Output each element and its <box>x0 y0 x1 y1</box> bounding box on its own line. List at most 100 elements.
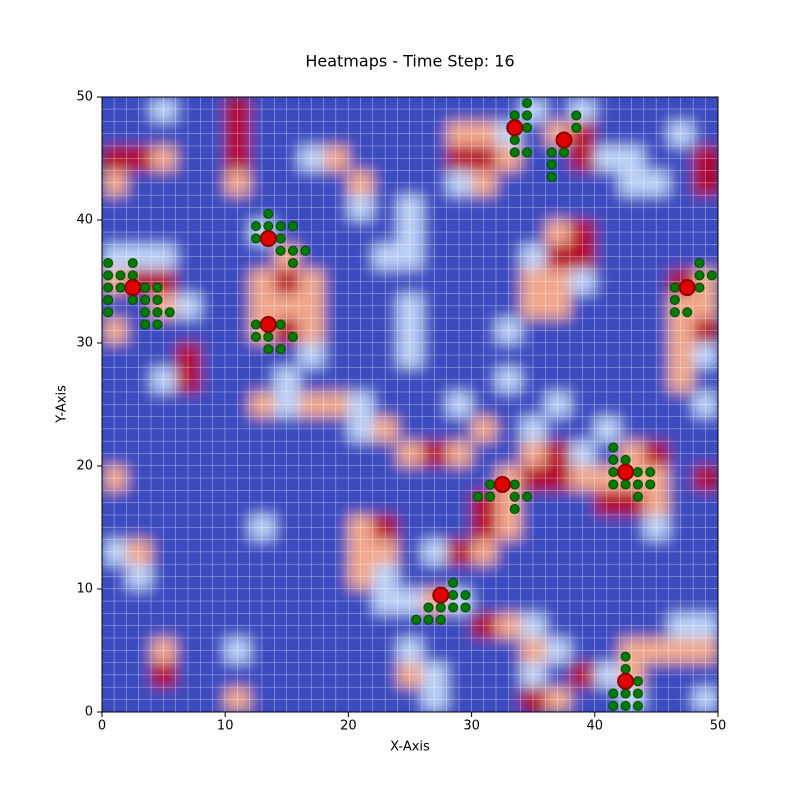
neighbor-point <box>460 602 471 613</box>
neighbor-point <box>152 307 163 318</box>
agent-point <box>617 672 635 690</box>
agent-point <box>678 279 696 297</box>
neighbor-point <box>115 270 126 281</box>
neighbor-point <box>632 688 643 699</box>
neighbor-point <box>411 614 422 625</box>
x-tick-label: 30 <box>463 719 480 734</box>
x-tick-label: 50 <box>710 719 727 734</box>
x-tick-label: 10 <box>217 719 234 734</box>
neighbor-point <box>263 221 274 232</box>
neighbor-point <box>509 110 520 121</box>
neighbor-point <box>522 98 533 109</box>
neighbor-point <box>435 614 446 625</box>
agent-point <box>432 586 450 604</box>
neighbor-point <box>127 270 138 281</box>
neighbor-point <box>140 282 151 293</box>
neighbor-point <box>669 307 680 318</box>
neighbor-point <box>251 221 261 232</box>
x-tick-label: 0 <box>98 719 106 734</box>
neighbor-point <box>287 221 298 232</box>
y-tick-label: 10 <box>76 582 93 597</box>
neighbor-point <box>608 454 619 465</box>
neighbor-point <box>608 442 619 453</box>
neighbor-point <box>275 344 286 355</box>
neighbor-point <box>140 319 151 330</box>
plot-frame <box>101 96 719 713</box>
neighbor-point <box>608 700 619 711</box>
neighbor-point <box>620 700 631 711</box>
x-tick-label: 40 <box>587 719 604 734</box>
neighbor-point <box>140 307 151 318</box>
neighbor-point <box>127 294 138 305</box>
cell-grid <box>102 97 718 712</box>
neighbor-point <box>620 454 631 465</box>
neighbor-point <box>103 307 114 318</box>
y-tick-label: 30 <box>76 336 93 351</box>
agent-point <box>124 279 142 297</box>
neighbor-point <box>152 294 163 305</box>
neighbor-point <box>164 307 175 318</box>
neighbor-point <box>632 491 643 502</box>
neighbor-point <box>509 504 520 515</box>
neighbor-point <box>694 258 705 269</box>
neighbor-point <box>251 319 261 330</box>
neighbor-point <box>522 491 533 502</box>
neighbor-point <box>103 270 114 281</box>
neighbor-point <box>645 467 656 478</box>
neighbor-point <box>103 282 114 293</box>
neighbor-point <box>287 245 298 256</box>
neighbor-point <box>546 159 557 170</box>
y-tick-label: 20 <box>76 459 93 474</box>
neighbor-point <box>287 331 298 342</box>
points <box>103 98 717 711</box>
neighbor-point <box>287 258 298 269</box>
neighbor-point <box>263 331 274 342</box>
neighbor-point <box>509 147 520 158</box>
neighbor-point <box>608 467 619 478</box>
neighbor-point <box>546 147 557 158</box>
neighbor-point <box>251 233 261 244</box>
plot-area <box>102 97 718 712</box>
agent-point <box>259 229 277 247</box>
neighbor-point <box>251 331 261 342</box>
neighbor-point <box>263 344 274 355</box>
neighbor-point <box>682 307 693 318</box>
neighbor-point <box>645 479 656 490</box>
neighbor-point <box>127 258 138 269</box>
y-tick-label: 50 <box>76 90 93 105</box>
neighbor-point <box>546 171 557 182</box>
neighbor-point <box>275 233 286 244</box>
y-tick-label: 40 <box>76 213 93 228</box>
neighbor-point <box>423 602 434 613</box>
neighbor-point <box>632 676 643 687</box>
neighbor-point <box>485 479 496 490</box>
y-axis-label: Y-Axis <box>55 385 70 424</box>
agent-point <box>259 316 277 334</box>
neighbor-point <box>448 602 459 613</box>
neighbor-point <box>448 590 459 601</box>
neighbor-point <box>522 147 533 158</box>
neighbor-point <box>620 651 631 662</box>
neighbor-point <box>275 245 286 256</box>
chart-title: Heatmaps - Time Step: 16 <box>305 52 514 71</box>
neighbor-point <box>472 491 483 502</box>
agent-point <box>506 119 524 137</box>
neighbor-point <box>694 282 705 293</box>
neighbor-point <box>706 270 717 281</box>
neighbor-point <box>300 245 311 256</box>
neighbor-point <box>669 294 680 305</box>
neighbor-point <box>275 319 286 330</box>
neighbor-point <box>632 700 643 711</box>
y-tick-label: 0 <box>85 705 93 720</box>
neighbor-point <box>103 258 114 269</box>
agent-point <box>493 475 511 493</box>
neighbor-point <box>423 614 434 625</box>
neighbor-point <box>263 208 274 219</box>
neighbor-point <box>694 270 705 281</box>
neighbor-point <box>559 147 569 158</box>
neighbor-point <box>620 688 631 699</box>
neighbor-point <box>140 294 151 305</box>
neighbor-point <box>669 282 680 293</box>
